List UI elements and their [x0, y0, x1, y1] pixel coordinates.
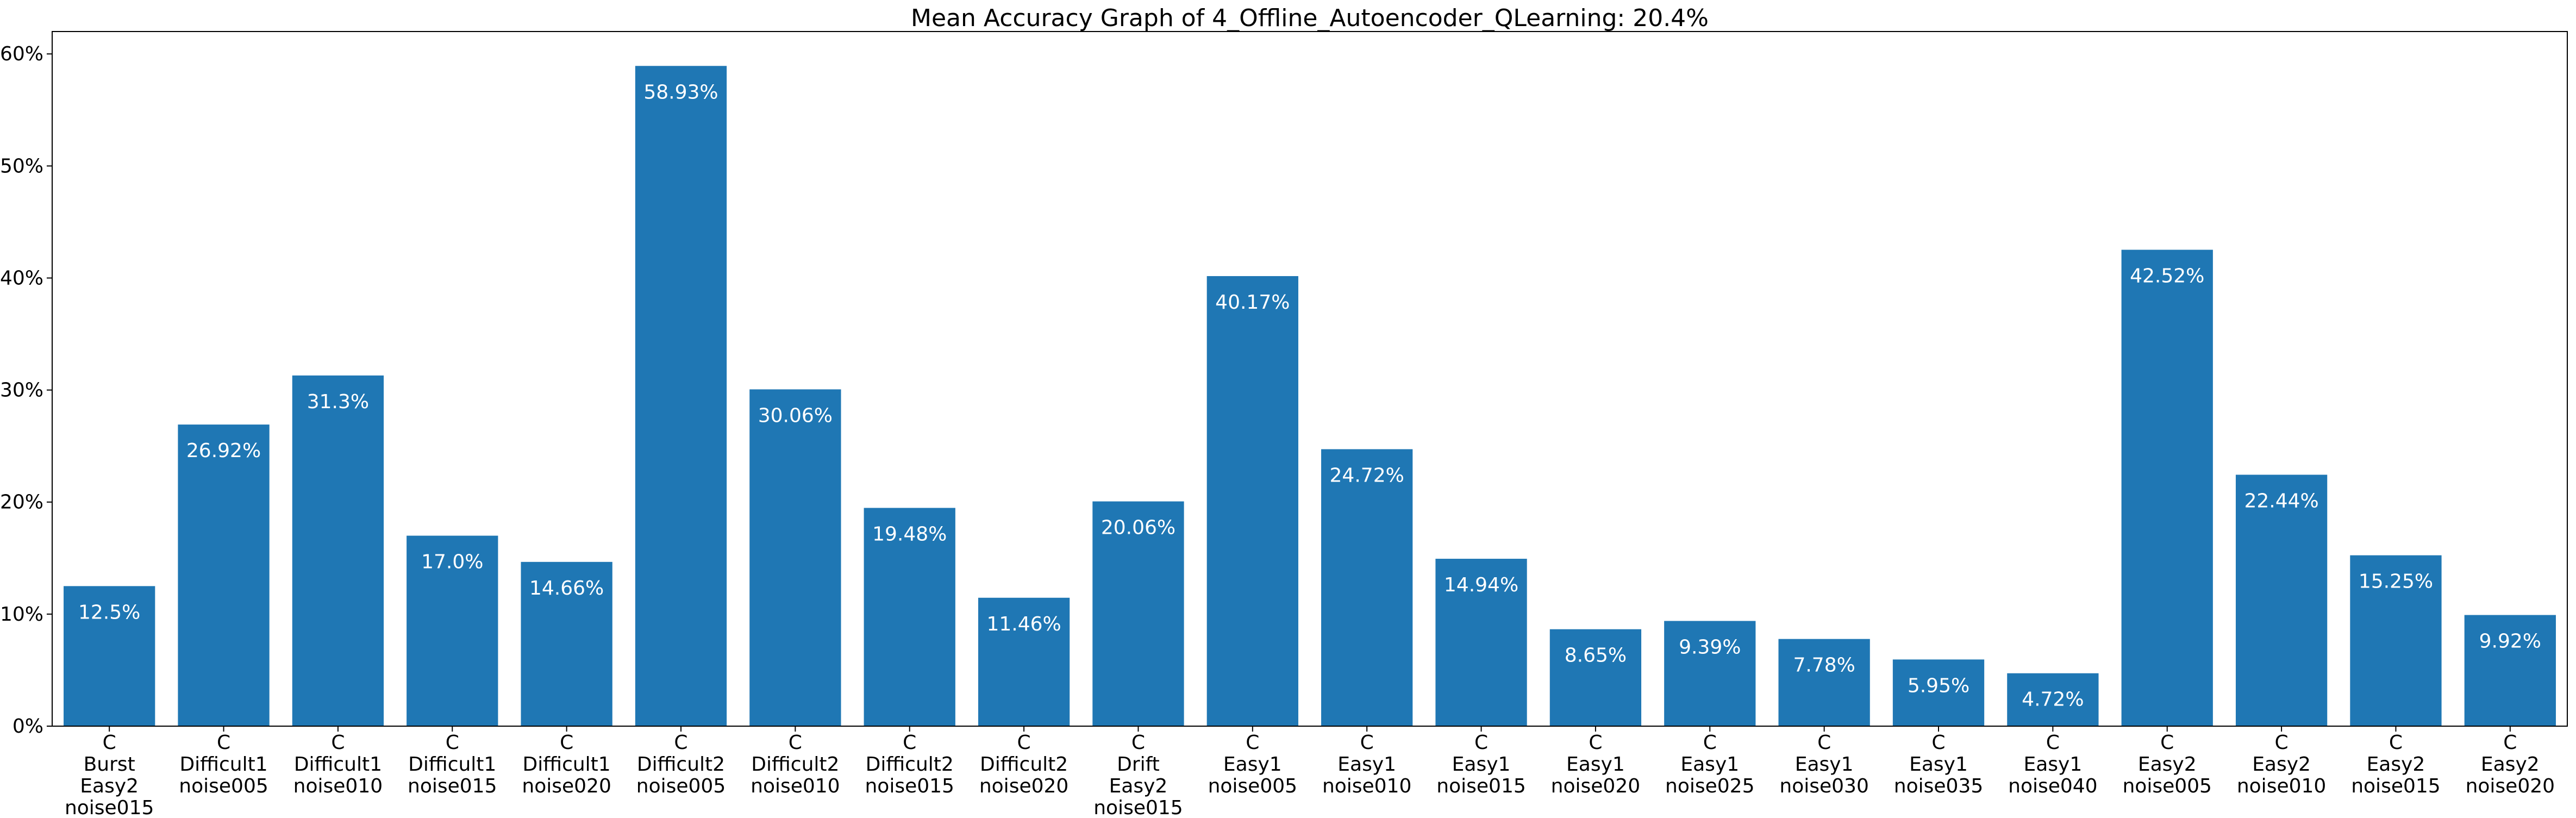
x-tick-label: C Difficult2 noise015 [865, 732, 954, 797]
y-tick-label: 10% [0, 603, 43, 626]
x-tick-label: C Difficult1 noise005 [179, 732, 268, 797]
y-tick-label: 60% [0, 43, 43, 65]
y-tick-label: 20% [0, 491, 43, 514]
y-axis: 0% 10% 20% 30% 40% 50% 60% [0, 43, 52, 738]
bar [178, 424, 270, 726]
bar-value-label: 22.44% [2244, 490, 2318, 512]
bar [1092, 501, 1184, 726]
x-tick-label: C Easy1 noise035 [1894, 732, 1983, 797]
x-tick-label: C Easy1 noise015 [1436, 732, 1525, 797]
bar [1206, 276, 1298, 726]
bar-value-label: 30.06% [758, 404, 833, 427]
bar [1664, 621, 1756, 726]
bar-value-label: 19.48% [872, 523, 947, 545]
y-tick-label: 50% [0, 155, 43, 177]
bars [64, 66, 2556, 726]
bar [407, 535, 498, 726]
x-tick-label: C Easy1 noise040 [2008, 732, 2097, 797]
bar [2350, 555, 2442, 726]
bar-value-label: 14.66% [529, 577, 604, 600]
bar [1549, 629, 1642, 726]
bar [749, 389, 841, 726]
y-tick-label: 30% [0, 379, 43, 402]
bar [1778, 639, 1870, 726]
bar-value-label: 7.78% [1793, 654, 1855, 677]
bar-value-label: 9.39% [1679, 636, 1741, 658]
bar [635, 66, 727, 726]
bar-value-label: 26.92% [186, 440, 261, 462]
bar [864, 508, 955, 726]
x-tick-label: C Easy2 noise020 [2466, 732, 2555, 797]
x-tick-label: C Easy1 noise025 [1665, 732, 1754, 797]
x-tick-label: C Easy2 noise005 [2122, 732, 2211, 797]
bar-value-label: 9.92% [2479, 630, 2541, 653]
bar-value-label: 31.3% [307, 391, 369, 413]
bar-value-label: 15.25% [2359, 571, 2433, 593]
x-tick-label: C Difficult1 noise020 [522, 732, 611, 797]
bar-value-label: 42.52% [2130, 265, 2204, 288]
bar-value-label: 58.93% [643, 81, 718, 103]
bar [2235, 474, 2328, 726]
x-tick-label: C Easy1 noise010 [1322, 732, 1411, 797]
bar [2464, 615, 2556, 726]
x-tick-label: C Difficult1 noise010 [293, 732, 383, 797]
x-tick-label: C Easy1 noise030 [1779, 732, 1868, 797]
bar-value-label: 8.65% [1565, 645, 1627, 667]
bar [1892, 659, 1985, 726]
bar-value-label: 17.0% [421, 551, 483, 573]
bar [978, 597, 1070, 726]
bar [292, 375, 384, 726]
plot-frame [52, 31, 2568, 727]
x-tick-label: C Burst Easy2 noise015 [65, 732, 154, 815]
x-tick-label: C Drift Easy2 noise015 [1093, 732, 1183, 815]
data-labels: 12.5% 26.92% 31.3% 17.0% 14.66% 58.93% 30.06% 1… [78, 81, 2541, 710]
bar-value-label: 24.72% [1330, 464, 1404, 486]
bar [2007, 673, 2099, 726]
x-tick-label: C Difficult2 noise020 [979, 732, 1068, 797]
bar [1435, 559, 1527, 726]
bar-value-label: 20.06% [1101, 517, 1176, 539]
bar [64, 586, 155, 726]
x-tick-label: C Difficult2 noise005 [636, 732, 726, 797]
bar [521, 561, 612, 726]
bar-value-label: 12.5% [78, 601, 140, 623]
y-tick-label: 0% [12, 715, 43, 738]
bar-value-label: 4.72% [2022, 689, 2084, 711]
x-tick-label: C Easy1 noise005 [1208, 732, 1297, 797]
bar-value-label: 11.46% [986, 613, 1061, 635]
x-tick-label: C Easy2 noise015 [2351, 732, 2440, 797]
y-tick-label: 40% [0, 267, 43, 289]
chart-title: Mean Accuracy Graph of 4_Offline_Autoenc… [911, 4, 1709, 32]
bar [2121, 249, 2213, 726]
x-tick-label: C Easy2 noise010 [2237, 732, 2326, 797]
bar-value-label: 14.94% [1444, 574, 1518, 596]
x-tick-label: C Easy1 noise020 [1551, 732, 1640, 797]
bar-value-label: 40.17% [1215, 291, 1290, 314]
x-tick-label: C Difficult1 noise015 [408, 732, 497, 797]
bar-value-label: 5.95% [1908, 675, 1969, 697]
x-axis: C Burst Easy2 noise015 C Difficult1 noise005 C D… [65, 726, 2555, 818]
bar [1321, 449, 1413, 726]
x-tick-label: C Difficult2 noise010 [751, 732, 840, 797]
